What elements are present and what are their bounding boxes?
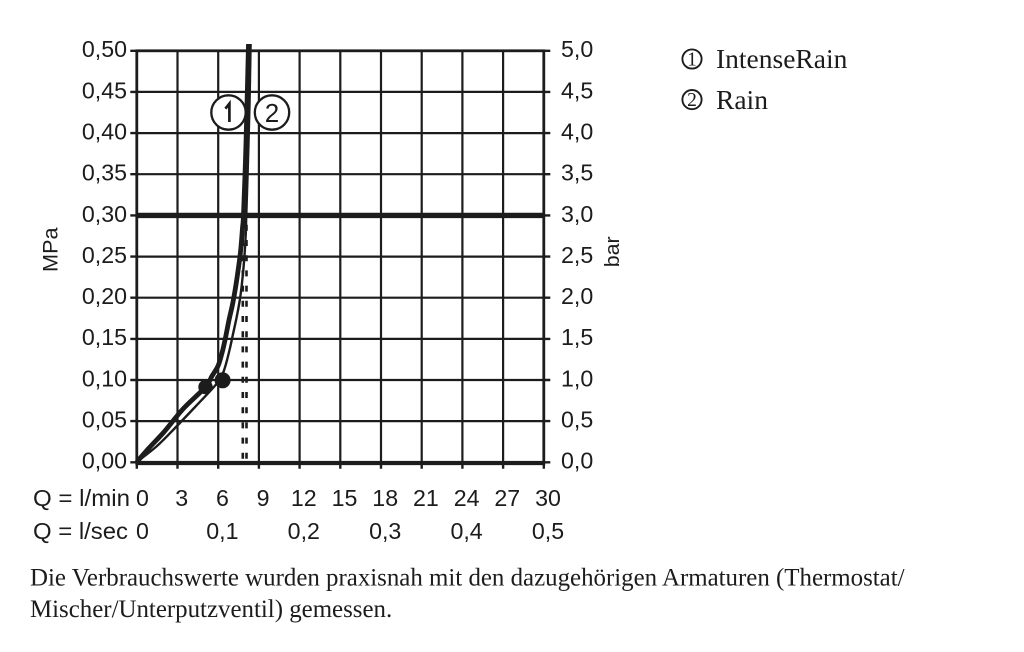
svg-text:3,5: 3,5 [561, 160, 593, 186]
svg-text:1,0: 1,0 [561, 365, 593, 391]
svg-text:Rain: Rain [716, 84, 768, 115]
svg-text:21: 21 [413, 485, 439, 511]
svg-text:3,0: 3,0 [561, 201, 593, 227]
svg-text:bar: bar [601, 236, 624, 267]
svg-text:9: 9 [257, 485, 270, 511]
svg-text:2,5: 2,5 [561, 242, 593, 268]
svg-text:6: 6 [216, 485, 229, 511]
svg-text:0,0: 0,0 [561, 448, 593, 474]
svg-text:0,5: 0,5 [532, 518, 564, 544]
svg-text:0,35: 0,35 [82, 160, 127, 186]
svg-text:0,00: 0,00 [82, 448, 127, 474]
svg-text:Q = l/sec: Q = l/sec [33, 518, 128, 544]
svg-text:0,45: 0,45 [82, 77, 127, 103]
svg-text:0,1: 0,1 [206, 518, 238, 544]
svg-text:12: 12 [291, 485, 317, 511]
svg-text:0,25: 0,25 [82, 242, 127, 268]
svg-text:1,5: 1,5 [561, 324, 593, 350]
svg-text:0,05: 0,05 [82, 407, 127, 433]
svg-text:0,4: 0,4 [450, 518, 482, 544]
svg-text:18: 18 [372, 485, 398, 511]
svg-text:1: 1 [687, 50, 697, 71]
svg-text:0,15: 0,15 [82, 324, 127, 350]
svg-text:0,50: 0,50 [82, 36, 127, 62]
svg-text:2: 2 [687, 90, 697, 111]
svg-text:Mischer/Unterputzventil) gemes: Mischer/Unterputzventil) gemessen. [30, 596, 392, 623]
svg-text:0,2: 0,2 [288, 518, 320, 544]
svg-text:24: 24 [454, 485, 480, 511]
svg-text:30: 30 [535, 485, 561, 511]
svg-text:4,5: 4,5 [561, 77, 593, 103]
svg-text:2,0: 2,0 [561, 283, 593, 309]
svg-text:Q = l/min: Q = l/min [33, 485, 130, 511]
svg-text:15: 15 [332, 485, 358, 511]
svg-text:0,3: 0,3 [369, 518, 401, 544]
svg-text:5,0: 5,0 [561, 36, 593, 62]
svg-text:27: 27 [494, 485, 520, 511]
svg-text:0,10: 0,10 [82, 365, 127, 391]
svg-text:4,0: 4,0 [561, 119, 593, 145]
svg-text:3: 3 [175, 485, 188, 511]
svg-text:0,20: 0,20 [82, 283, 127, 309]
svg-text:0,40: 0,40 [82, 119, 127, 145]
svg-text:2: 2 [265, 98, 279, 128]
svg-text:0: 0 [136, 518, 149, 544]
svg-text:MPa: MPa [39, 227, 63, 272]
svg-text:Die Verbrauchswerte wurden pra: Die Verbrauchswerte wurden praxisnah mit… [30, 565, 905, 592]
svg-text:IntenseRain: IntenseRain [716, 43, 848, 74]
svg-text:0: 0 [136, 485, 149, 511]
svg-text:0,30: 0,30 [82, 201, 127, 227]
svg-text:0,5: 0,5 [561, 407, 593, 433]
